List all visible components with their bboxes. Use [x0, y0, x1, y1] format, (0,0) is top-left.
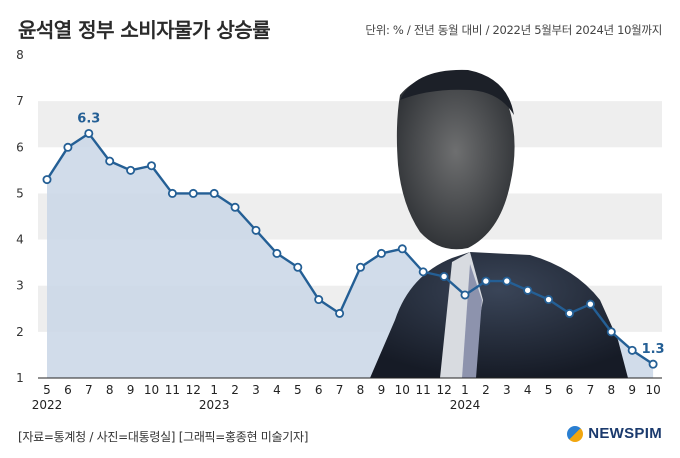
x-tick-label: 7 — [587, 383, 595, 397]
data-point — [188, 188, 198, 198]
data-point — [627, 345, 637, 355]
data-point — [63, 142, 73, 152]
data-point — [523, 285, 533, 295]
y-tick-label: 4 — [16, 233, 24, 247]
data-point — [418, 267, 428, 277]
y-tick-label: 1 — [16, 371, 24, 385]
x-tick-label: 6 — [315, 383, 323, 397]
data-point — [355, 262, 365, 272]
x-tick-label: 3 — [252, 383, 260, 397]
x-tick-label: 5 — [294, 383, 302, 397]
x-tick-label: 9 — [127, 383, 135, 397]
x-tick-label: 9 — [628, 383, 636, 397]
data-point — [606, 327, 616, 337]
x-tick-label: 6 — [64, 383, 72, 397]
x-tick-label: 8 — [607, 383, 615, 397]
data-point — [251, 225, 261, 235]
x-tick-label: 4 — [273, 383, 281, 397]
brand-name: NEWSPIM — [588, 425, 662, 442]
x-tick-label: 2 — [231, 383, 239, 397]
x-tick-label: 7 — [85, 383, 93, 397]
y-tick-label: 3 — [16, 279, 24, 293]
y-tick-label: 6 — [16, 140, 24, 154]
unit-note: 단위: % / 전년 동월 대비 / 2022년 5월부터 2024년 10월까… — [365, 23, 662, 37]
data-label: 6.3 — [77, 111, 100, 126]
year-label: 2024 — [450, 398, 481, 412]
source-note: [자료=통계청 / 사진=대통령실] [그래픽=홍종현 미술기자] — [18, 430, 309, 444]
data-label: 1.3 — [642, 342, 665, 357]
x-tick-label: 1 — [461, 383, 469, 397]
x-tick-label: 10 — [144, 383, 159, 397]
x-tick-label: 10 — [395, 383, 410, 397]
x-tick-label: 1 — [210, 383, 218, 397]
data-point — [565, 308, 575, 318]
president-photo — [370, 69, 628, 378]
x-tick-label: 10 — [645, 383, 660, 397]
data-point — [585, 299, 595, 309]
data-point — [648, 359, 658, 369]
x-tick-label: 12 — [436, 383, 451, 397]
chart-title: 윤석열 정부 소비자물가 상승률 — [18, 18, 271, 42]
data-point — [105, 156, 115, 166]
y-tick-label: 2 — [16, 325, 24, 339]
y-tick-label: 8 — [16, 48, 24, 62]
x-tick-label: 2 — [482, 383, 490, 397]
x-tick-label: 6 — [566, 383, 574, 397]
data-point — [209, 188, 219, 198]
data-point — [544, 295, 554, 305]
y-tick-label: 5 — [16, 186, 24, 200]
data-point — [481, 276, 491, 286]
year-label: 2023 — [199, 398, 230, 412]
data-point — [84, 128, 94, 138]
x-tick-label: 4 — [524, 383, 532, 397]
data-point — [439, 271, 449, 281]
brand-logo: NEWSPIM — [567, 425, 662, 442]
x-tick-label: 8 — [106, 383, 114, 397]
data-point — [293, 262, 303, 272]
data-point — [314, 295, 324, 305]
data-point — [230, 202, 240, 212]
year-label: 2022 — [32, 398, 63, 412]
x-tick-label: 5 — [43, 383, 51, 397]
data-point — [167, 188, 177, 198]
data-point — [272, 248, 282, 258]
data-point — [460, 290, 470, 300]
x-tick-label: 3 — [503, 383, 511, 397]
data-point — [502, 276, 512, 286]
data-point — [376, 248, 386, 258]
x-tick-label: 5 — [545, 383, 553, 397]
x-tick-label: 11 — [165, 383, 180, 397]
data-point — [335, 308, 345, 318]
x-tick-label: 12 — [186, 383, 201, 397]
grid-band — [38, 101, 662, 148]
y-tick-label: 7 — [16, 94, 24, 108]
x-tick-label: 9 — [378, 383, 386, 397]
data-point — [42, 175, 52, 185]
x-tick-label: 7 — [336, 383, 344, 397]
data-point — [126, 165, 136, 175]
data-point — [146, 161, 156, 171]
data-point — [397, 244, 407, 254]
newspim-logo-icon — [567, 425, 584, 442]
x-tick-label: 8 — [357, 383, 365, 397]
x-tick-label: 11 — [416, 383, 431, 397]
